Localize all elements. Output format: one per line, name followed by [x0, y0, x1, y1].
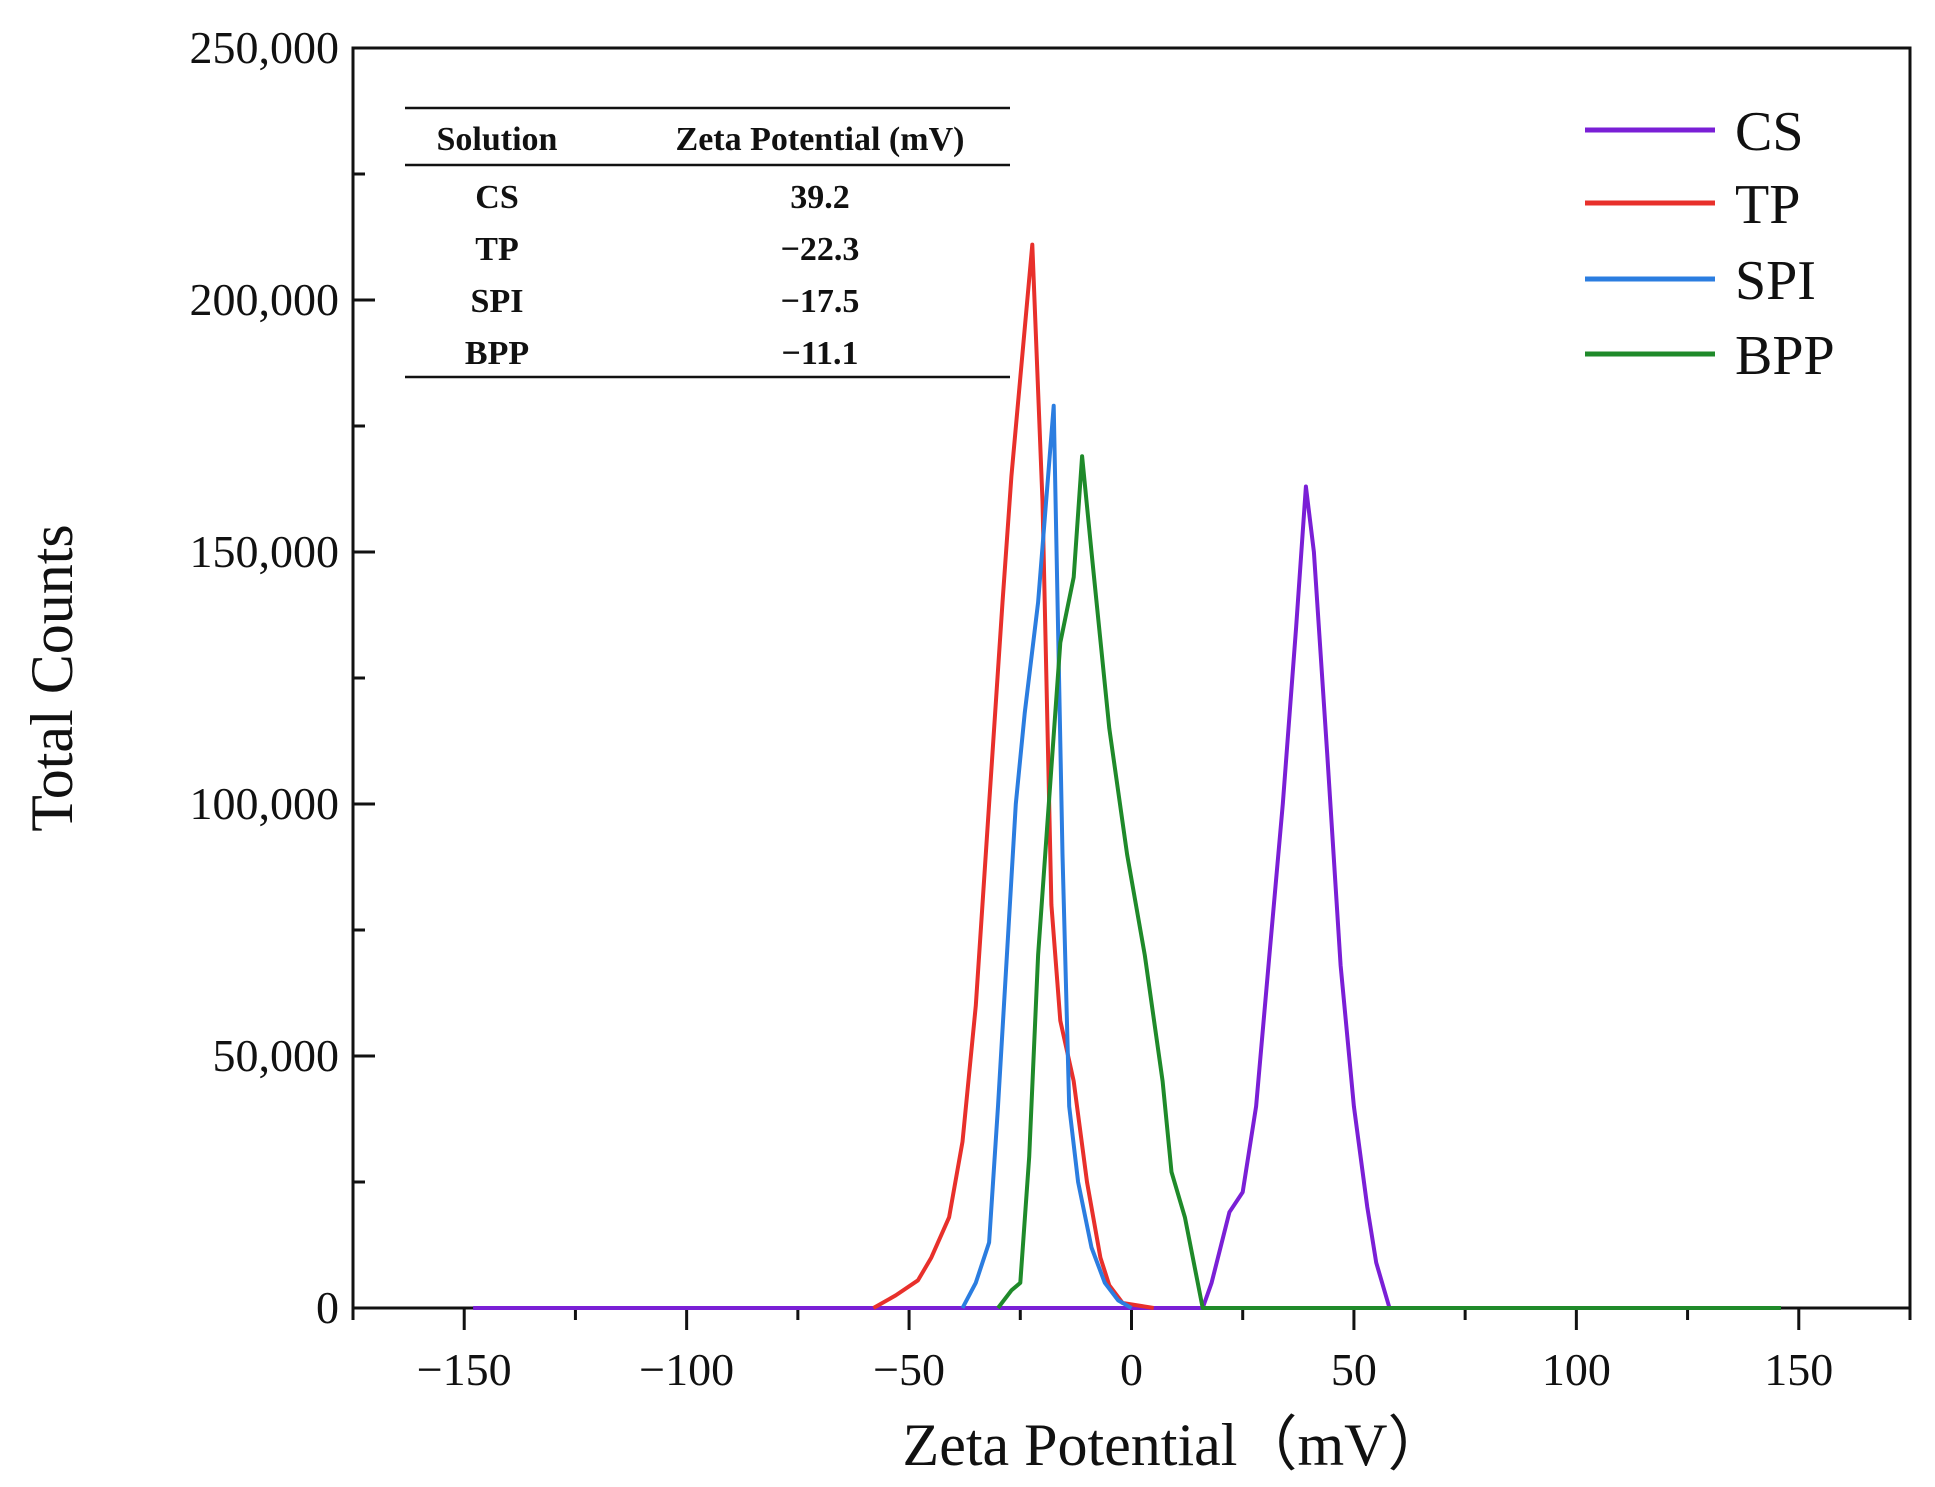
y-tick-label: 250,000	[190, 22, 340, 73]
table-cell-solution-tp: TP	[475, 231, 518, 268]
x-tick-label: −100	[639, 1344, 734, 1395]
table-cell-zeta-cs: 39.2	[790, 179, 850, 216]
x-tick-label: 150	[1764, 1344, 1833, 1395]
table-cell-solution-cs: CS	[475, 179, 518, 216]
x-tick-label: 100	[1542, 1344, 1611, 1395]
table-cell-zeta-tp: −22.3	[781, 231, 860, 268]
series-line-tp	[872, 242, 1155, 1310]
x-tick-label: −50	[873, 1344, 945, 1395]
y-tick-label: 200,000	[190, 274, 340, 325]
plot-frame	[351, 46, 1912, 1310]
series-line-bpp	[996, 454, 1781, 1310]
y-axis-ticks: 0 50,000 100,000 150,000 200,000 250,000	[190, 22, 375, 1333]
legend-label-cs: CS	[1735, 101, 1804, 163]
inset-table: Solution Zeta Potential (mV) CS 39.2 TP …	[405, 106, 1010, 379]
y-axis-title: Total Counts	[19, 524, 85, 831]
x-tick-label: −150	[417, 1344, 512, 1395]
y-tick-label: 150,000	[190, 526, 340, 577]
y-tick-label: 100,000	[190, 778, 340, 829]
table-cell-zeta-bpp: −11.1	[782, 335, 859, 372]
series-line-cs	[473, 484, 1781, 1310]
legend-label-tp: TP	[1735, 174, 1800, 236]
legend-label-spi: SPI	[1735, 250, 1816, 312]
y-tick-label: 50,000	[213, 1030, 340, 1081]
series-line-spi	[960, 403, 1133, 1310]
x-tick-label: 0	[1120, 1344, 1143, 1395]
table-cell-zeta-spi: −17.5	[781, 283, 860, 320]
legend: CS TP SPI BPP	[1585, 101, 1835, 387]
table-cell-solution-spi: SPI	[471, 283, 524, 320]
x-tick-label: 50	[1331, 1344, 1377, 1395]
x-axis-ticks: −150 −100 −50 0 50 100 150	[351, 1308, 1912, 1395]
table-header-zeta: Zeta Potential (mV)	[676, 121, 965, 158]
y-tick-label: 0	[316, 1282, 339, 1333]
legend-label-bpp: BPP	[1735, 325, 1835, 387]
table-header-solution: Solution	[437, 121, 558, 158]
table-cell-solution-bpp: BPP	[465, 335, 529, 372]
series-layer	[473, 242, 1781, 1310]
x-axis-title: Zeta Potential（mV）	[903, 1412, 1448, 1478]
